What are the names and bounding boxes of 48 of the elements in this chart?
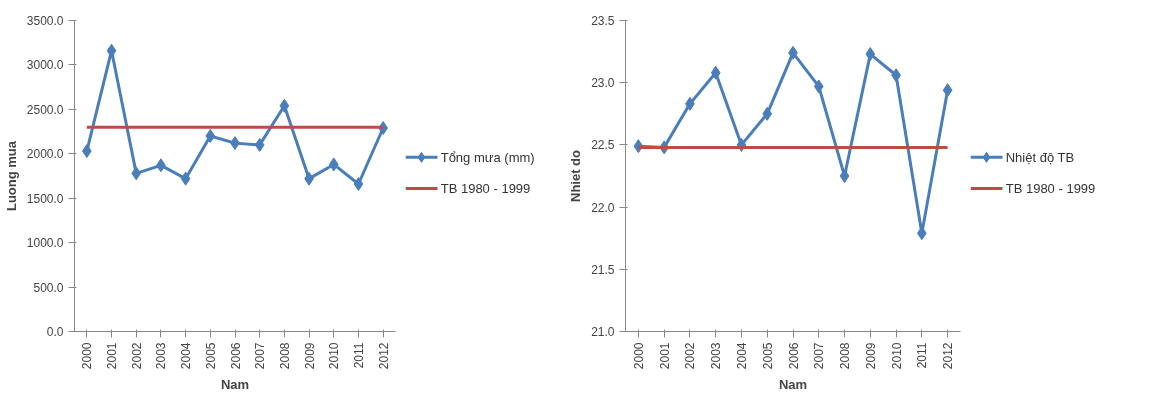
x-tick-label: 2004 — [179, 342, 194, 370]
y-tick-label: 1500.0 — [26, 191, 64, 206]
x-tick-label: 2000 — [631, 342, 646, 370]
x-tick-label: 2006 — [228, 342, 243, 370]
x-tick-label: 2009 — [302, 342, 317, 370]
y-tick-label: 3000.0 — [26, 58, 64, 73]
y-tick-label: 2000.0 — [26, 147, 64, 162]
y-tick-label: 0.0 — [46, 325, 64, 339]
x-tick-label: 2003 — [154, 342, 169, 370]
x-tick-label: 2007 — [253, 342, 268, 370]
x-tick-label: 2012 — [941, 342, 956, 370]
x-tick-label: 2009 — [863, 342, 878, 370]
legend-label: Tổng mưa (mm) — [440, 149, 535, 165]
x-tick-label: 2008 — [838, 342, 853, 370]
x-tick-label: 2005 — [203, 342, 218, 370]
x-tick-label: 2005 — [760, 342, 775, 370]
x-tick-label: 2010 — [327, 342, 342, 370]
x-tick-label: 2002 — [129, 342, 144, 370]
y-tick-label: 23.5 — [591, 14, 615, 28]
y-tick-label: 22.5 — [591, 138, 615, 153]
y-tick-label: 2500.0 — [26, 102, 64, 117]
y-tick-label: 21.5 — [591, 262, 615, 277]
x-tick-label: 2002 — [683, 342, 698, 370]
x-tick-label: 2011 — [915, 342, 930, 369]
x-tick-label: 2001 — [105, 342, 120, 370]
y-axis-title: Nhiet do — [568, 149, 584, 202]
y-tick-label: 21.0 — [591, 325, 615, 339]
x-tick-label: 2000 — [80, 342, 95, 370]
y-tick-label: 22.0 — [591, 200, 615, 215]
y-tick-label: 500.0 — [33, 280, 64, 295]
x-tick-label: 2010 — [889, 342, 904, 370]
legend-label: TB 1980 - 1999 — [1005, 180, 1096, 196]
y-tick-label: 1000.0 — [26, 236, 64, 251]
x-tick-label: 2003 — [709, 342, 724, 370]
y-tick-label: 3500.0 — [26, 14, 64, 28]
x-tick-label: 2011 — [351, 342, 366, 369]
legend-label: TB 1980 - 1999 — [440, 180, 531, 196]
y-axis-title: Luong mua — [3, 140, 19, 212]
x-tick-label: 2007 — [812, 342, 827, 370]
x-tick-label: 2008 — [277, 342, 292, 370]
y-tick-label: 23.0 — [591, 76, 615, 91]
legend-label: Nhiệt độ TB — [1005, 149, 1075, 165]
x-tick-label: 2004 — [734, 342, 749, 370]
x-tick-label: 2001 — [657, 342, 672, 370]
x-axis-title: Nam — [778, 377, 808, 393]
x-tick-label: 2012 — [376, 342, 391, 370]
x-tick-label: 2006 — [786, 342, 801, 370]
x-axis-title: Nam — [220, 377, 250, 393]
